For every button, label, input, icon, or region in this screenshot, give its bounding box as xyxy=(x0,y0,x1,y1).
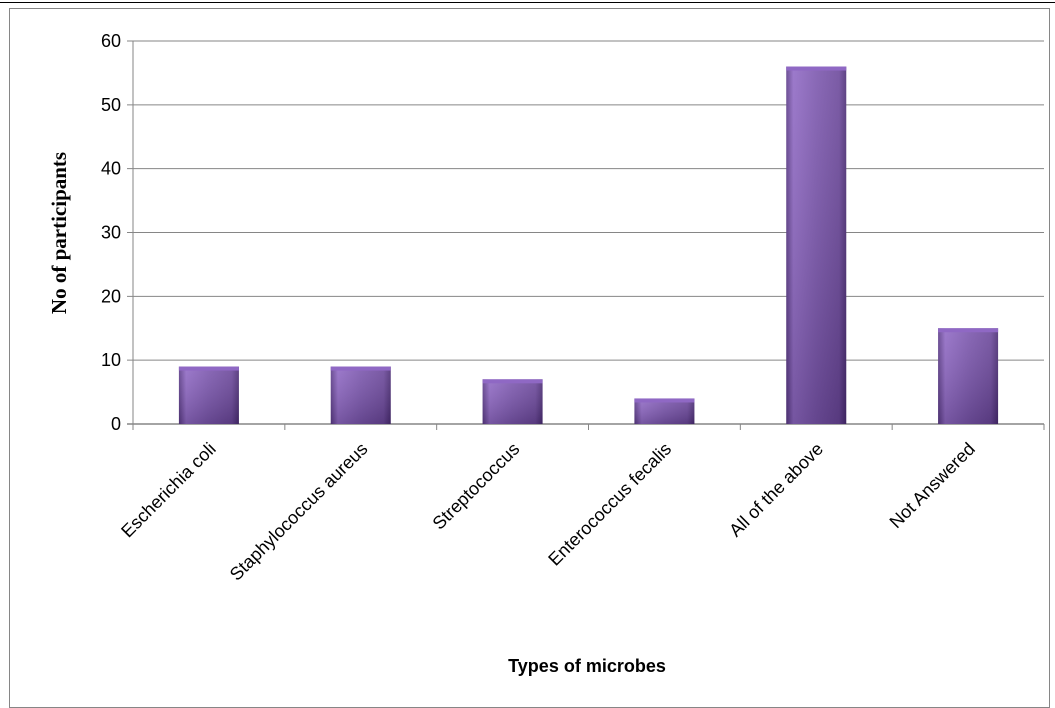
y-axis-ticks: 0 10 20 30 40 50 60 xyxy=(101,31,121,434)
y-axis-title: No of participants xyxy=(47,152,71,314)
x-category-label: Streptococcus xyxy=(429,439,524,534)
bar-shading xyxy=(178,366,239,424)
bar-top-bevel xyxy=(178,366,239,371)
bar xyxy=(786,66,847,425)
bar-shading xyxy=(330,366,391,424)
bar-top-bevel xyxy=(938,328,999,333)
bar xyxy=(938,328,999,424)
y-tick-label: 20 xyxy=(101,286,121,306)
chart-frame xyxy=(9,8,1050,708)
x-category-label: Staphylococcus aureus xyxy=(226,439,372,585)
x-axis-category-labels: Escherichia coli Staphylococcus aureus Str… xyxy=(117,439,979,585)
y-tick-label: 50 xyxy=(101,95,121,115)
bar-top-bevel xyxy=(482,379,543,384)
bars xyxy=(178,66,999,425)
bar-shading xyxy=(938,328,999,424)
x-category-label: All of the above xyxy=(725,439,827,541)
y-tick-label: 60 xyxy=(101,31,121,51)
bar-shading xyxy=(482,379,543,424)
x-category-label: Enterococcus fecalis xyxy=(544,439,675,570)
x-axis-title: Types of microbes xyxy=(508,656,666,676)
x-category-label: Escherichia coli xyxy=(117,439,220,542)
page-top-rule xyxy=(0,2,1055,3)
bar xyxy=(330,366,391,424)
y-tick-label: 40 xyxy=(101,159,121,179)
x-category-label: Not Answered xyxy=(886,439,979,532)
bar xyxy=(482,379,543,424)
bar xyxy=(178,366,239,424)
y-tick-label: 0 xyxy=(111,414,121,434)
bar-top-bevel xyxy=(634,398,695,403)
bar xyxy=(634,398,695,424)
bar-top-bevel xyxy=(330,366,391,371)
y-tick-label: 30 xyxy=(101,223,121,243)
bar-shading xyxy=(786,66,847,425)
bar-top-bevel xyxy=(786,66,847,71)
bar-shading xyxy=(634,398,695,424)
gridlines xyxy=(127,40,1045,430)
y-tick-label: 10 xyxy=(101,350,121,370)
